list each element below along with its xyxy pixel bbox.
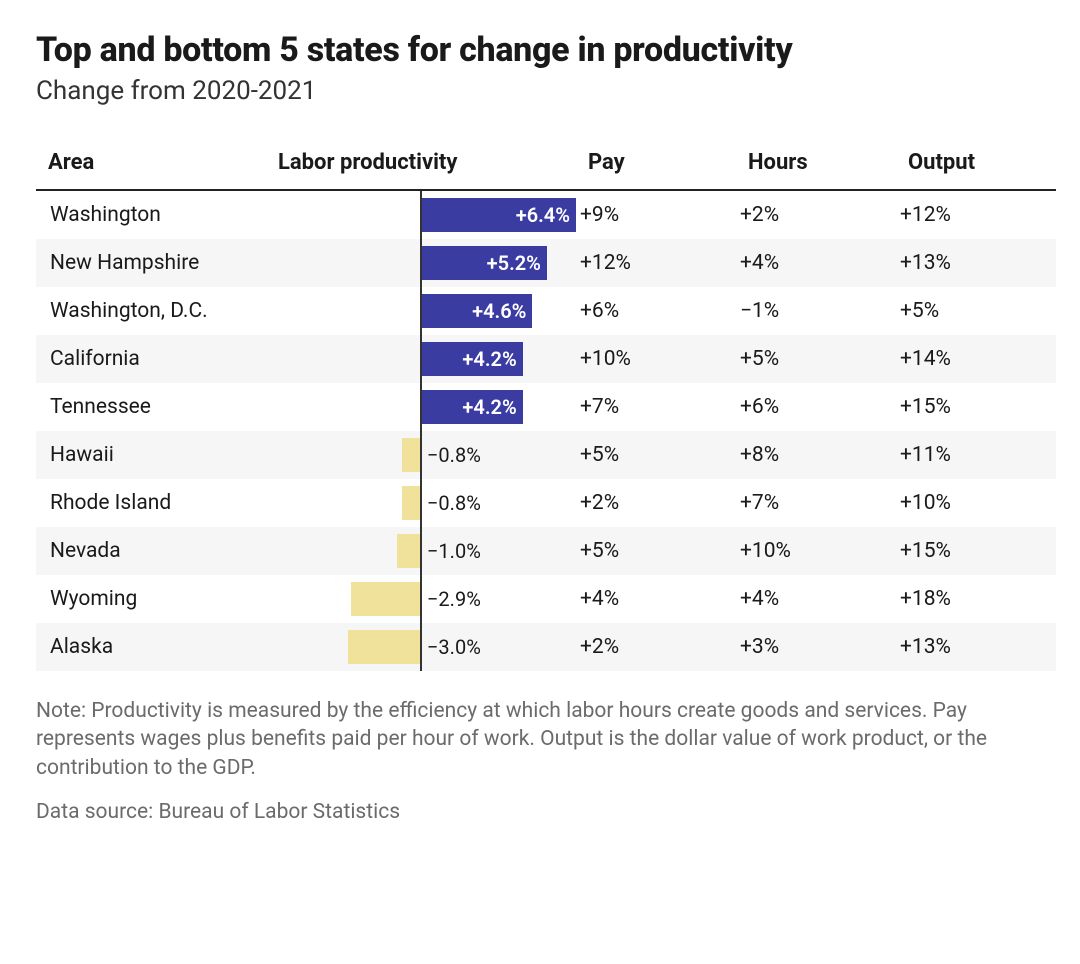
cell-hours: −1% (736, 287, 896, 335)
cell-productivity-bar: +5.2% (266, 239, 576, 287)
table-row: Rhode Island −0.8% +2%+7%+10% (36, 479, 1056, 527)
cell-productivity-bar: −1.0% (266, 527, 576, 575)
cell-productivity-bar: +4.2% (266, 383, 576, 431)
chart-source: Data source: Bureau of Labor Statistics (36, 800, 1044, 824)
bar-label: +5.2% (487, 251, 541, 275)
cell-hours: +4% (736, 239, 896, 287)
bar-axis (420, 575, 422, 623)
cell-hours: +5% (736, 335, 896, 383)
bar-label: +4.2% (462, 347, 516, 371)
bar-axis (420, 335, 422, 383)
cell-hours: +2% (736, 190, 896, 239)
cell-output: +13% (896, 239, 1056, 287)
cell-productivity-bar: −0.8% (266, 479, 576, 527)
cell-area: Rhode Island (36, 479, 266, 527)
cell-output: +15% (896, 527, 1056, 575)
cell-pay: +2% (576, 479, 736, 527)
bar-rect (351, 582, 421, 616)
cell-area: Washington, D.C. (36, 287, 266, 335)
bar-axis (420, 383, 422, 431)
cell-area: Wyoming (36, 575, 266, 623)
table-row: Tennessee +4.2% +7%+6%+15% (36, 383, 1056, 431)
table-row: New Hampshire +5.2% +12%+4%+13% (36, 239, 1056, 287)
cell-productivity-bar: +4.6% (266, 287, 576, 335)
cell-pay: +10% (576, 335, 736, 383)
cell-pay: +4% (576, 575, 736, 623)
bar-axis (420, 431, 422, 479)
bar-axis (420, 479, 422, 527)
bar-label: −2.9% (427, 587, 481, 611)
col-header-prod: Labor productivity (266, 140, 576, 190)
bar-label: +4.6% (472, 299, 526, 323)
table-row: Washington +6.4%+9%+2%+12% (36, 190, 1056, 239)
bar-rect (402, 486, 421, 520)
cell-hours: +7% (736, 479, 896, 527)
table-row: Washington, D.C. +4.6% +6%−1%+5% (36, 287, 1056, 335)
cell-hours: +10% (736, 527, 896, 575)
cell-pay: +7% (576, 383, 736, 431)
cell-hours: +4% (736, 575, 896, 623)
table-header-row: Area Labor productivity Pay Hours Output (36, 140, 1056, 190)
cell-output: +18% (896, 575, 1056, 623)
cell-area: Nevada (36, 527, 266, 575)
bar-label: −0.8% (427, 491, 481, 515)
cell-output: +14% (896, 335, 1056, 383)
bar-axis (420, 191, 422, 239)
chart-note: Note: Productivity is measured by the ef… (36, 697, 996, 782)
bar-label: −0.8% (427, 443, 481, 467)
cell-area: Alaska (36, 623, 266, 671)
table-row: California +4.2% +10%+5%+14% (36, 335, 1056, 383)
bar-label: +6.4% (516, 203, 570, 227)
cell-pay: +2% (576, 623, 736, 671)
table-row: Wyoming−2.9%+4%+4%+18% (36, 575, 1056, 623)
cell-productivity-bar: −3.0% (266, 623, 576, 671)
cell-pay: +12% (576, 239, 736, 287)
cell-productivity-bar: +4.2% (266, 335, 576, 383)
bar-label: −3.0% (427, 635, 481, 659)
bar-axis (420, 239, 422, 287)
cell-area: Tennessee (36, 383, 266, 431)
table-row: Nevada −1.0% +5%+10%+15% (36, 527, 1056, 575)
cell-output: +11% (896, 431, 1056, 479)
cell-productivity-bar: −2.9% (266, 575, 576, 623)
chart-subtitle: Change from 2020-2021 (36, 76, 1044, 106)
figure-container: Top and bottom 5 states for change in pr… (0, 0, 1080, 844)
cell-output: +5% (896, 287, 1056, 335)
table-row: Alaska −3.0% +2%+3%+13% (36, 623, 1056, 671)
cell-area: California (36, 335, 266, 383)
bar-label: −1.0% (427, 539, 481, 563)
table-row: Hawaii −0.8% +5%+8%+11% (36, 431, 1056, 479)
cell-pay: +9% (576, 190, 736, 239)
cell-output: +12% (896, 190, 1056, 239)
cell-output: +15% (896, 383, 1056, 431)
chart-title: Top and bottom 5 states for change in pr… (36, 30, 1044, 70)
cell-hours: +3% (736, 623, 896, 671)
col-header-output: Output (896, 140, 1056, 190)
cell-hours: +6% (736, 383, 896, 431)
bar-rect (402, 438, 421, 472)
cell-productivity-bar: −0.8% (266, 431, 576, 479)
cell-area: Hawaii (36, 431, 266, 479)
cell-hours: +8% (736, 431, 896, 479)
bar-rect (348, 630, 421, 664)
cell-productivity-bar: +6.4% (266, 190, 576, 239)
cell-pay: +5% (576, 527, 736, 575)
bar-label: +4.2% (462, 395, 516, 419)
cell-area: Washington (36, 190, 266, 239)
cell-pay: +6% (576, 287, 736, 335)
col-header-hours: Hours (736, 140, 896, 190)
bar-axis (420, 287, 422, 335)
bar-rect (397, 534, 421, 568)
cell-output: +13% (896, 623, 1056, 671)
cell-output: +10% (896, 479, 1056, 527)
cell-area: New Hampshire (36, 239, 266, 287)
productivity-table: Area Labor productivity Pay Hours Output… (36, 140, 1056, 671)
bar-axis (420, 623, 422, 671)
cell-pay: +5% (576, 431, 736, 479)
col-header-pay: Pay (576, 140, 736, 190)
bar-axis (420, 527, 422, 575)
col-header-area: Area (36, 140, 266, 190)
